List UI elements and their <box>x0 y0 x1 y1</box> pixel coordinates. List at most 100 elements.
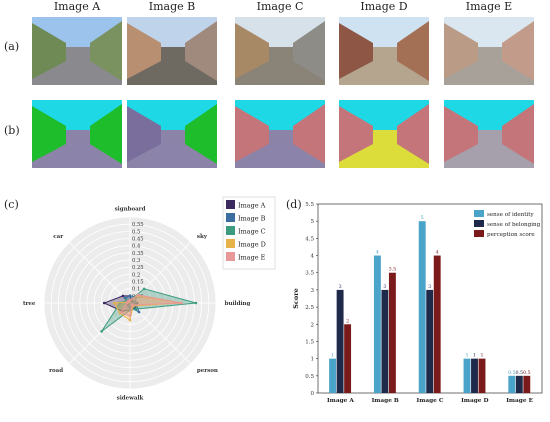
radar-point <box>119 310 123 314</box>
radar-axis-label-road: road <box>49 368 63 374</box>
radar-legend-swatch <box>226 200 235 209</box>
radar-legend-label: Image C <box>238 228 266 236</box>
radar-tick-label: 0.3 <box>132 258 140 264</box>
bar-y-tick-label: 4.5 <box>305 236 314 242</box>
bar-x-tick-label: Image E <box>506 398 533 404</box>
bar-value-label: 3 <box>428 284 431 290</box>
radar-spoke <box>129 241 192 304</box>
bar-value-label: 0.5 <box>515 370 523 376</box>
street-photo-image-b <box>127 17 217 85</box>
bar-perception-score <box>344 324 352 393</box>
bar-sense-of-belonging <box>426 289 434 393</box>
radar-legend-swatch <box>226 213 235 222</box>
row-label-b: (b) <box>4 124 20 137</box>
bar-y-tick-label: 5 <box>311 219 315 225</box>
segmentation-map-image-d <box>339 100 429 168</box>
radar-point <box>128 294 132 298</box>
radar-axis-label-sky: sky <box>197 234 208 240</box>
radar-spoke <box>68 241 131 304</box>
bar-y-tick-label: 1.5 <box>305 339 314 345</box>
bar-sense-of-belonging <box>336 289 344 393</box>
bar-y-tick-label: 0.5 <box>305 374 314 380</box>
column-header-image-e: Image E <box>465 0 513 13</box>
bar-value-label: 2 <box>346 318 349 324</box>
radar-point <box>100 330 103 333</box>
bar-value-label: 3.5 <box>389 267 397 273</box>
radar-point <box>180 301 183 305</box>
bar-x-tick-label: Image D <box>461 398 488 404</box>
bar-legend-swatch <box>474 230 484 237</box>
bar-sense-of-belonging <box>381 289 389 393</box>
bar-value-label: 3 <box>339 284 342 290</box>
radar-point <box>142 287 146 291</box>
segmentation-map-image-c <box>235 100 325 168</box>
bar-y-tick-label: 3 <box>311 288 315 294</box>
bar-value-label: 0.5 <box>508 370 516 376</box>
radar-axis-label-building: building <box>225 301 251 307</box>
bar-y-tick-label: 5.5 <box>305 202 314 208</box>
radar-point <box>128 318 132 322</box>
radar-tick-label: 0.2 <box>132 272 140 278</box>
radar-point <box>102 301 106 305</box>
bar-value-label: 1 <box>480 353 483 359</box>
radar-legend-label: Image D <box>238 241 266 249</box>
segmentation-map-image-b <box>127 100 217 168</box>
radar-legend-label: Image E <box>238 254 266 262</box>
radar-legend-label: Image B <box>238 215 266 223</box>
column-header-image-b: Image B <box>148 0 196 13</box>
bar-y-tick-label: 4 <box>311 254 315 260</box>
radar-point <box>130 303 134 307</box>
segmentation-map-image-e <box>444 100 534 168</box>
bar-value-label: 1 <box>331 353 334 359</box>
row-label-a: (a) <box>4 40 20 53</box>
bar-perception-score <box>478 358 486 393</box>
bar-legend-label: perception score <box>487 232 535 238</box>
bar-x-tick-label: Image B <box>372 398 399 404</box>
bar-x-tick-label: Image C <box>417 398 444 404</box>
radar-point <box>126 299 130 303</box>
radar-point <box>112 301 116 305</box>
radar-point <box>134 301 138 305</box>
street-photo-image-d <box>339 17 429 85</box>
bar-y-tick-label: 2 <box>311 322 315 328</box>
bar-y-tick-label: 3.5 <box>305 271 314 277</box>
bar-perception-score <box>388 272 396 393</box>
radar-tick-label: 0.45 <box>132 237 144 243</box>
bar-sense-of-belonging <box>471 358 478 393</box>
bar-x-tick-label: Image A <box>327 398 354 404</box>
radar-point <box>130 299 134 303</box>
bar-sense-of-identity <box>418 221 426 393</box>
bar-y-tick-label: 2.5 <box>305 305 314 311</box>
radar-point <box>125 301 129 305</box>
radar-spoke <box>129 302 192 365</box>
radar-legend-swatch <box>226 239 235 248</box>
bar-legend-label: sense of belonging <box>487 222 541 228</box>
radar-tick-label: 0.1 <box>132 287 140 293</box>
radar-point <box>137 310 141 314</box>
radar-point <box>128 298 132 302</box>
radar-tick-label: 0.25 <box>132 265 144 271</box>
bar-value-label: 1 <box>465 353 468 359</box>
radar-legend-swatch <box>226 252 235 261</box>
bar-perception-score <box>433 255 441 393</box>
bar-legend-label: sense of identity <box>487 212 535 218</box>
column-header-image-c: Image C <box>256 0 304 13</box>
radar-point <box>121 294 125 298</box>
bar-y-axis-label: Score <box>292 288 300 309</box>
radar-point <box>134 307 138 311</box>
street-photo-image-c <box>235 17 325 85</box>
bar-value-label: 1 <box>473 353 476 359</box>
radar-legend-swatch <box>226 226 235 235</box>
radar-point <box>126 303 130 307</box>
radar-point <box>194 301 198 305</box>
bar-perception-score <box>523 375 531 393</box>
radar-point <box>128 306 132 309</box>
radar-tick-label: 0.35 <box>132 251 144 257</box>
radar-point <box>136 293 140 297</box>
radar-tick-label: 0.15 <box>132 280 144 286</box>
street-photo-image-e <box>444 17 534 85</box>
radar-tick-label: 0.55 <box>132 222 144 228</box>
radar-axis-label-signboard: signboard <box>115 206 146 212</box>
radar-point <box>128 314 132 318</box>
bar-value-label: 3 <box>383 284 386 290</box>
